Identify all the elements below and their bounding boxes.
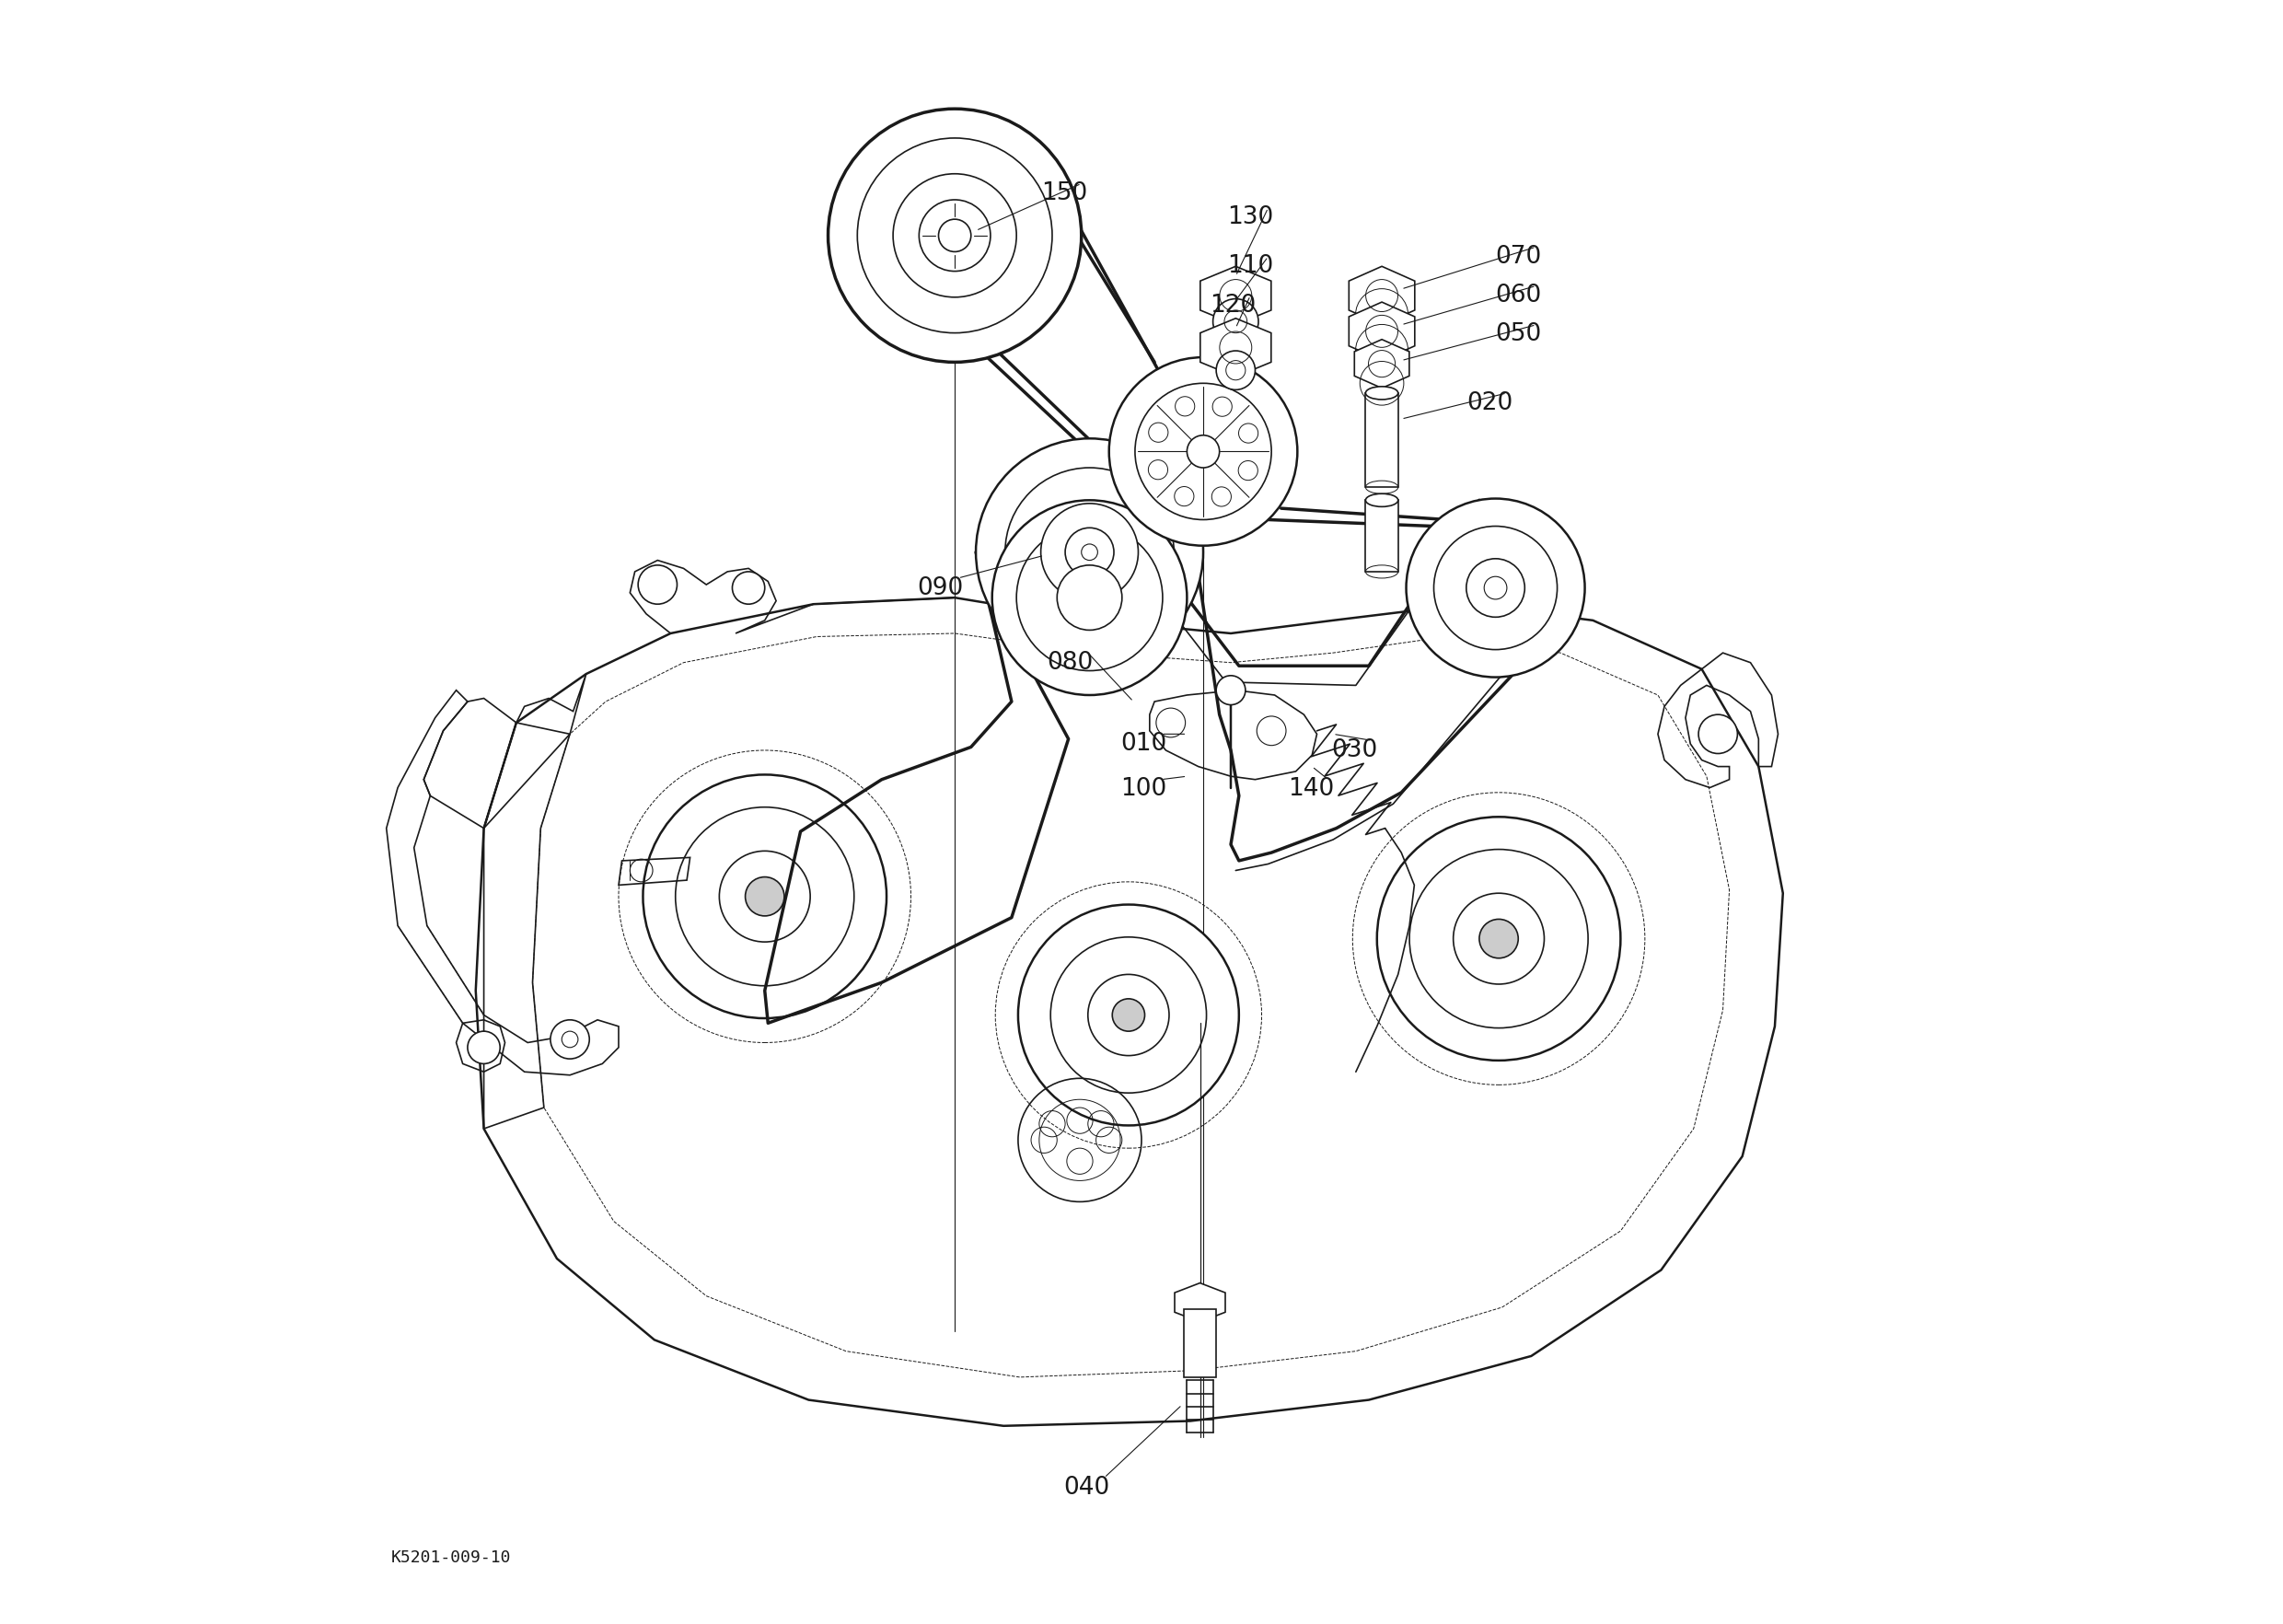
Circle shape <box>1454 893 1543 984</box>
Circle shape <box>1484 577 1507 599</box>
Text: 080: 080 <box>1048 651 1094 674</box>
Circle shape <box>938 219 970 252</box>
Circle shape <box>719 851 810 942</box>
Circle shape <box>1016 525 1162 671</box>
Text: 090: 090 <box>918 577 963 599</box>
Circle shape <box>1187 435 1219 468</box>
Polygon shape <box>1349 302 1415 361</box>
Text: 110: 110 <box>1228 255 1274 278</box>
FancyBboxPatch shape <box>1183 1309 1217 1377</box>
Circle shape <box>676 807 854 986</box>
Polygon shape <box>1349 266 1415 325</box>
Circle shape <box>975 438 1203 666</box>
Circle shape <box>644 775 886 1018</box>
Circle shape <box>1082 544 1098 560</box>
Text: 010: 010 <box>1121 732 1167 755</box>
Circle shape <box>1005 468 1173 637</box>
Circle shape <box>1148 460 1169 479</box>
Circle shape <box>1240 424 1258 443</box>
Circle shape <box>1409 849 1589 1028</box>
Text: 030: 030 <box>1331 739 1377 762</box>
Text: 070: 070 <box>1495 245 1541 268</box>
Circle shape <box>1434 526 1557 650</box>
Circle shape <box>920 200 991 271</box>
Circle shape <box>993 500 1187 695</box>
Circle shape <box>637 565 678 604</box>
Text: 120: 120 <box>1210 294 1256 317</box>
Ellipse shape <box>1365 494 1397 507</box>
Polygon shape <box>1176 1283 1226 1322</box>
Circle shape <box>1050 937 1205 1093</box>
Text: K5201-009-10: K5201-009-10 <box>390 1549 511 1566</box>
Text: 050: 050 <box>1495 323 1541 346</box>
Circle shape <box>733 572 765 604</box>
Circle shape <box>858 138 1052 333</box>
Polygon shape <box>1354 339 1409 388</box>
Circle shape <box>1135 383 1272 520</box>
Circle shape <box>562 1031 578 1047</box>
Circle shape <box>550 1020 589 1059</box>
Circle shape <box>1176 396 1194 416</box>
Circle shape <box>1148 422 1169 442</box>
Polygon shape <box>1201 318 1272 377</box>
Circle shape <box>1466 559 1525 617</box>
Circle shape <box>1110 357 1297 546</box>
Circle shape <box>744 877 785 916</box>
Text: 040: 040 <box>1064 1476 1110 1499</box>
Ellipse shape <box>1365 387 1397 400</box>
Circle shape <box>1217 676 1247 705</box>
Text: 060: 060 <box>1495 284 1541 307</box>
Circle shape <box>468 1031 500 1064</box>
Text: 100: 100 <box>1121 778 1167 801</box>
Circle shape <box>1112 999 1144 1031</box>
Text: 150: 150 <box>1041 182 1087 205</box>
FancyBboxPatch shape <box>1365 393 1397 487</box>
Circle shape <box>1212 396 1233 416</box>
Circle shape <box>893 174 1016 297</box>
Circle shape <box>1089 974 1169 1056</box>
Circle shape <box>1699 715 1737 754</box>
Circle shape <box>1066 528 1114 577</box>
FancyBboxPatch shape <box>1365 500 1397 572</box>
Circle shape <box>1406 499 1584 677</box>
Circle shape <box>1237 461 1258 481</box>
Circle shape <box>1217 351 1256 390</box>
Circle shape <box>1041 503 1139 601</box>
Circle shape <box>1377 817 1621 1060</box>
Text: 130: 130 <box>1228 206 1274 229</box>
Circle shape <box>1212 299 1258 344</box>
Text: 020: 020 <box>1466 391 1514 414</box>
Circle shape <box>1057 565 1121 630</box>
Circle shape <box>1479 919 1518 958</box>
Circle shape <box>829 109 1082 362</box>
Circle shape <box>1018 905 1240 1125</box>
Polygon shape <box>1201 266 1272 325</box>
Text: 140: 140 <box>1288 778 1333 801</box>
Circle shape <box>1173 487 1194 507</box>
Circle shape <box>1212 487 1231 507</box>
